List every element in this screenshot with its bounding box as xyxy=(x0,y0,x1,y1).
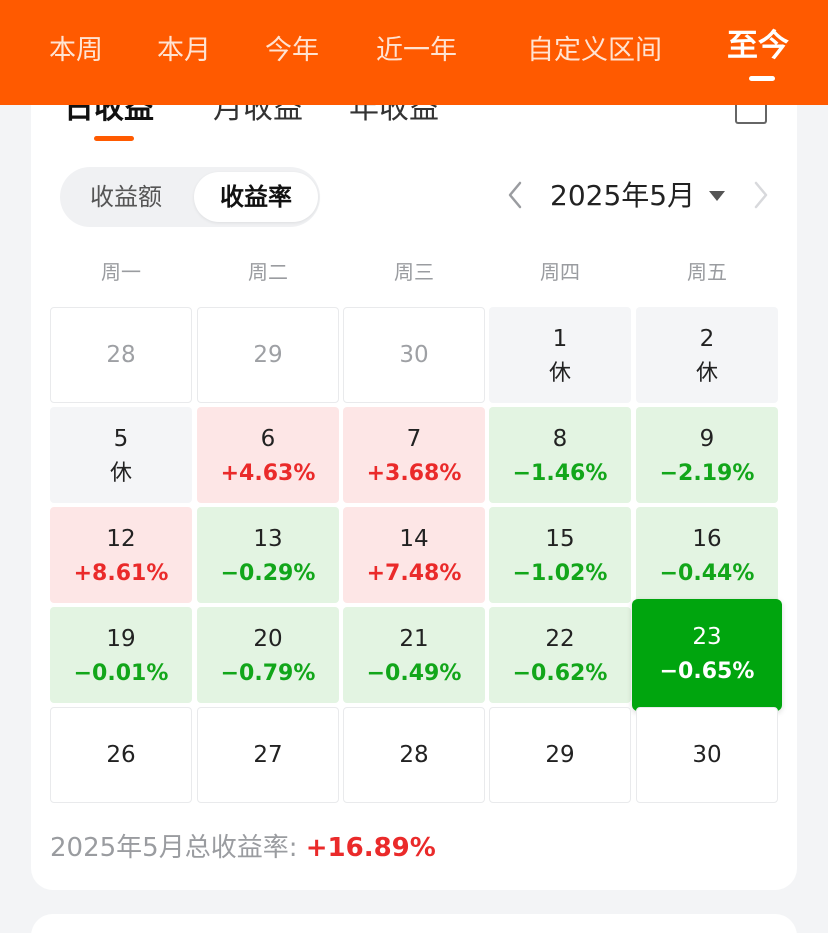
day-return-rate: −0.62% xyxy=(512,661,608,686)
calendar-day-cell[interactable]: 23 −0.65% xyxy=(632,599,782,711)
calendar-day-cell[interactable]: 12 +8.61% xyxy=(50,507,192,603)
range-tab-custom[interactable]: 自定义区间 xyxy=(527,35,662,66)
calendar-day-cell[interactable]: 16 −0.44% xyxy=(636,507,778,603)
day-return-rate: −0.01% xyxy=(73,661,169,686)
day-return-rate: +4.63% xyxy=(220,461,316,486)
calendar-day-cell[interactable]: 9 −2.19% xyxy=(636,407,778,503)
weekday-wed: 周三 xyxy=(394,260,434,284)
calendar-day-cell[interactable]: 8 −1.46% xyxy=(489,407,631,503)
range-header: 本周 本月 今年 近一年 自定义区间 至今 xyxy=(0,0,828,105)
day-number: 14 xyxy=(399,526,429,552)
day-return-rate: −2.19% xyxy=(659,461,755,486)
day-number: 1 xyxy=(552,326,568,352)
toggle-amount[interactable]: 收益额 xyxy=(90,183,162,211)
calendar-day-cell[interactable]: 27 xyxy=(197,707,339,803)
share-icon[interactable] xyxy=(735,96,767,124)
day-number: 12 xyxy=(106,526,136,552)
range-tab-this-month[interactable]: 本月 xyxy=(157,35,211,66)
day-return-rate: +7.48% xyxy=(366,561,462,586)
weekday-mon: 周一 xyxy=(101,260,141,284)
summary-label: 2025年5月总收益率: xyxy=(50,833,298,863)
day-number: 20 xyxy=(253,626,283,652)
next-month-chevron-icon[interactable] xyxy=(752,180,770,210)
day-return-rate: 休 xyxy=(109,461,132,486)
calendar-day-cell[interactable]: 6 +4.63% xyxy=(197,407,339,503)
day-return-rate: +8.61% xyxy=(73,561,169,586)
month-label[interactable]: 2025年5月 xyxy=(550,179,696,212)
range-tab-this-week[interactable]: 本周 xyxy=(49,35,103,66)
prev-month-chevron-icon[interactable] xyxy=(506,180,524,210)
toggle-rate[interactable]: 收益率 xyxy=(194,172,318,222)
day-number: 30 xyxy=(399,342,429,368)
day-number: 30 xyxy=(692,742,722,768)
calendar-day-cell[interactable]: 21 −0.49% xyxy=(343,607,485,703)
range-tab-to-date[interactable]: 至今 xyxy=(727,28,789,64)
day-number: 19 xyxy=(106,626,136,652)
day-number: 16 xyxy=(692,526,722,552)
day-number: 22 xyxy=(545,626,575,652)
summary-value: +16.89% xyxy=(305,833,436,863)
monthly-summary: 2025年5月总收益率: +16.89% xyxy=(50,828,436,868)
calendar-day-cell[interactable]: 13 −0.29% xyxy=(197,507,339,603)
calendar-day-cell[interactable]: 29 xyxy=(197,307,339,403)
day-number: 2 xyxy=(699,326,715,352)
day-return-rate: −1.02% xyxy=(512,561,608,586)
range-tab-last-year[interactable]: 近一年 xyxy=(376,35,457,66)
day-number: 15 xyxy=(545,526,575,552)
calendar-day-cell[interactable]: 28 xyxy=(343,707,485,803)
calendar-day-cell[interactable]: 30 xyxy=(636,707,778,803)
range-tab-this-year[interactable]: 今年 xyxy=(265,35,319,66)
day-number: 5 xyxy=(113,426,129,452)
weekday-thu: 周四 xyxy=(540,260,580,284)
day-return-rate: 休 xyxy=(548,361,571,386)
day-return-rate: −1.46% xyxy=(512,461,608,486)
day-number: 28 xyxy=(106,342,136,368)
weekday-tue: 周二 xyxy=(248,260,288,284)
metric-toggle: 收益额 收益率 xyxy=(60,167,320,227)
day-number: 28 xyxy=(399,742,429,768)
calendar-day-cell[interactable]: 28 xyxy=(50,307,192,403)
calendar-day-cell[interactable]: 15 −1.02% xyxy=(489,507,631,603)
day-return-rate: −0.44% xyxy=(659,561,755,586)
calendar-day-cell[interactable]: 20 −0.79% xyxy=(197,607,339,703)
day-number: 7 xyxy=(406,426,422,452)
next-card xyxy=(31,914,797,933)
day-number: 13 xyxy=(253,526,283,552)
day-number: 8 xyxy=(552,426,568,452)
calendar-day-cell[interactable]: 14 +7.48% xyxy=(343,507,485,603)
tab-indicator xyxy=(94,136,134,141)
day-return-rate: −0.29% xyxy=(220,561,316,586)
day-number: 9 xyxy=(699,426,715,452)
calendar-day-cell[interactable]: 22 −0.62% xyxy=(489,607,631,703)
day-number: 27 xyxy=(253,742,283,768)
calendar-day-cell[interactable]: 19 −0.01% xyxy=(50,607,192,703)
day-number: 23 xyxy=(692,624,722,650)
day-return-rate: +3.68% xyxy=(366,461,462,486)
day-return-rate: −0.49% xyxy=(366,661,462,686)
range-tab-indicator xyxy=(749,76,775,81)
month-dropdown-caret-icon[interactable] xyxy=(709,191,725,201)
calendar-day-cell[interactable]: 26 xyxy=(50,707,192,803)
day-return-rate: −0.79% xyxy=(220,661,316,686)
calendar-day-cell[interactable]: 29 xyxy=(489,707,631,803)
day-number: 29 xyxy=(545,742,575,768)
weekday-fri: 周五 xyxy=(687,260,727,284)
day-number: 21 xyxy=(399,626,429,652)
day-number: 29 xyxy=(253,342,283,368)
calendar-day-cell[interactable]: 30 xyxy=(343,307,485,403)
day-number: 6 xyxy=(260,426,276,452)
calendar-day-cell[interactable]: 7 +3.68% xyxy=(343,407,485,503)
day-return-rate: −0.65% xyxy=(659,659,755,684)
day-number: 26 xyxy=(106,742,136,768)
day-return-rate: 休 xyxy=(695,361,718,386)
